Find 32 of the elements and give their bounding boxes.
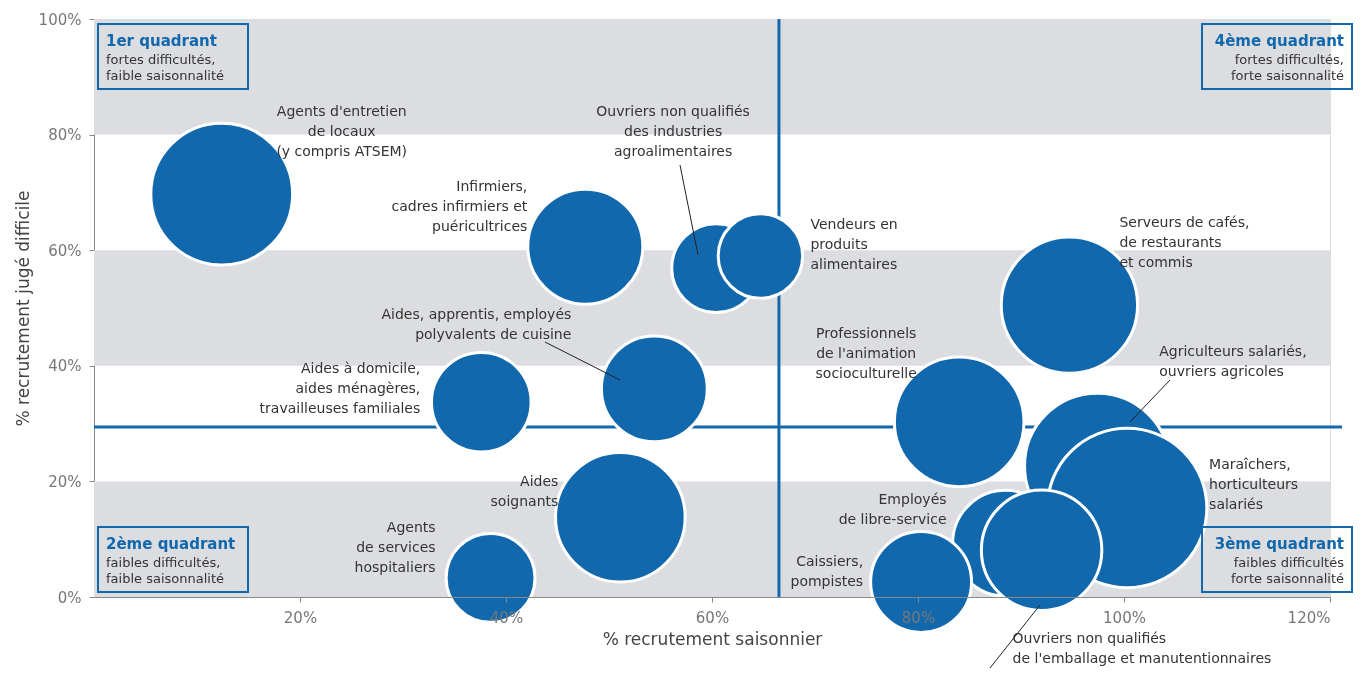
y-tick-label: 100% bbox=[38, 10, 82, 29]
series-label: Professionnels de l'animation socioculturelle bbox=[815, 324, 917, 381]
y-tick-label: 20% bbox=[48, 472, 82, 491]
series-label: Agents de services hospitaliers bbox=[354, 518, 436, 575]
series-label: Vendeurs en produits alimentaires bbox=[810, 215, 898, 272]
annotation: 1er quadrant fortes difficultés, faible saisonnalité bbox=[106, 32, 224, 83]
series-label: Aides à domicile, aides ménagères, travailleuses familiales bbox=[259, 360, 421, 417]
annotation: 4ème quadrant fortes difficultés, forte saisonnalité bbox=[1214, 32, 1344, 83]
series-label: Agents d'entretien de locaux (y compris ATSEM) bbox=[276, 103, 408, 160]
text: Agriculteurs salariés, ouvriers agricoles bbox=[1159, 342, 1307, 379]
y-tick-label: 80% bbox=[48, 126, 82, 145]
annotation: 2ème quadrant faibles difficultés, faible saisonnalité bbox=[106, 535, 236, 586]
x-tick-label: 20% bbox=[283, 608, 318, 627]
x-axis-title: % recrutement saisonnier bbox=[602, 628, 823, 649]
y-axis-title: % recrutement jugé difficile bbox=[12, 190, 33, 427]
text: Aides, apprentis, employés polyvalents de cuisine bbox=[381, 305, 572, 342]
series-label: Employés de libre-service bbox=[838, 491, 947, 528]
series-label: Serveurs de cafés, de restaurants et commis bbox=[1119, 214, 1250, 271]
x-tick-label: 100% bbox=[1103, 608, 1146, 627]
y-tick-label: 40% bbox=[48, 357, 82, 376]
series-label: Ouvriers non qualifiés de l'emballage et manutentionnaires bbox=[1012, 630, 1272, 667]
series-label: Infirmiers, cadres infirmiers et puéricultrices bbox=[391, 177, 528, 234]
x-tick-label: 60% bbox=[695, 608, 730, 627]
series-label: Caissiers, pompistes bbox=[790, 552, 864, 589]
text: Ouvriers non qualifiés des industries agroalimentaires bbox=[596, 103, 750, 160]
x-tick-label: 80% bbox=[901, 608, 936, 627]
y-tick-label: 60% bbox=[48, 241, 82, 260]
series-label: Maraîchers, horticulteurs salariés bbox=[1209, 455, 1299, 512]
series-label: Aides soignants bbox=[490, 473, 559, 510]
y-tick-label: 0% bbox=[57, 588, 82, 607]
x-tick-label: 120% bbox=[1287, 608, 1331, 627]
annotation: 3ème quadrant faibles difficultés forte saisonnalité bbox=[1214, 535, 1345, 586]
